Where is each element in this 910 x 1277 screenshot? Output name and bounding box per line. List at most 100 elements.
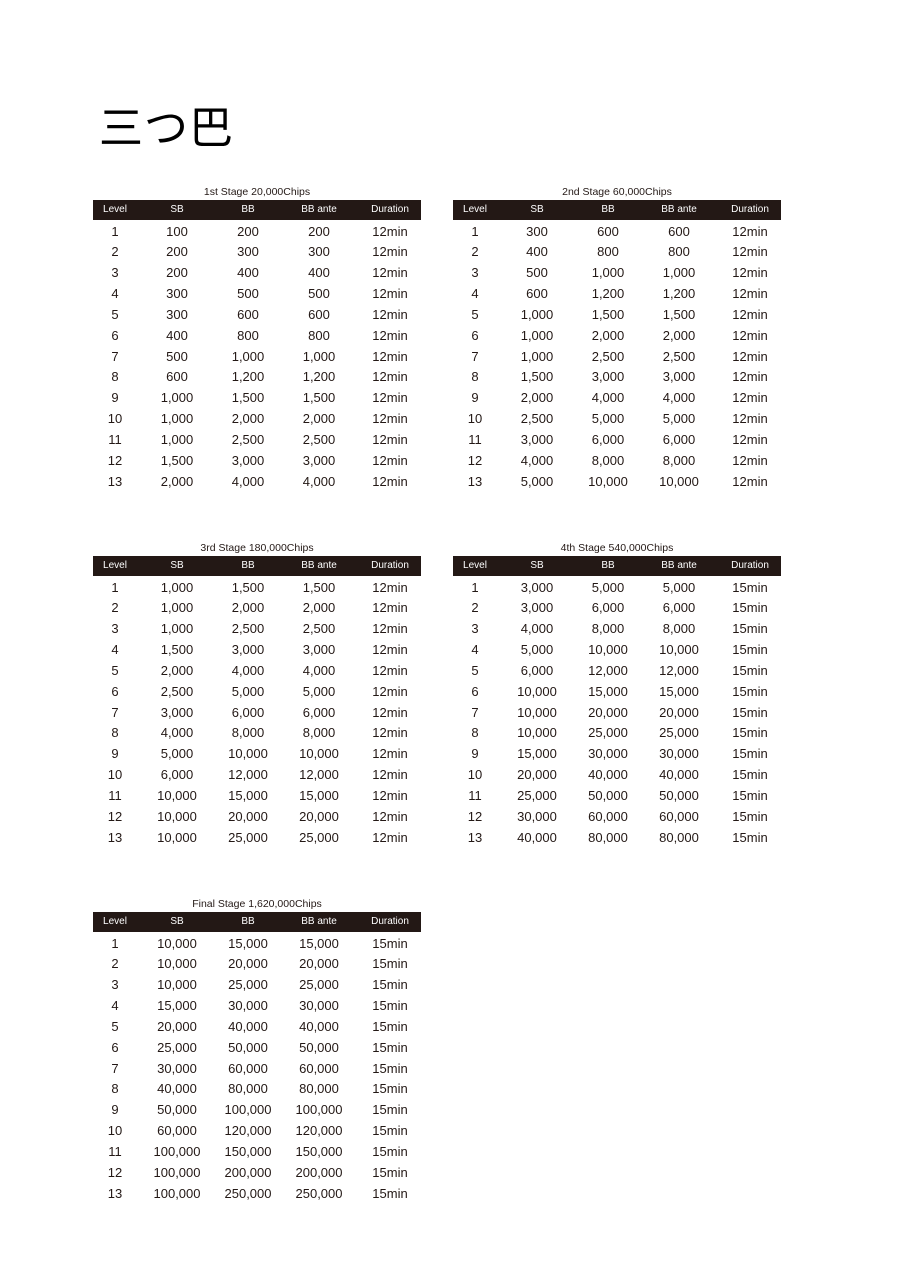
cell-bb: 400 [237, 265, 259, 281]
cell-duration: 12min [372, 327, 408, 343]
cell-bb: 1,500 [231, 579, 265, 595]
cell-level: 9 [111, 746, 119, 762]
cell-bb-ante: 1,000 [662, 265, 696, 281]
cell-duration: 12min [372, 704, 408, 720]
cell-duration: 12min [732, 327, 768, 343]
cell-duration: 12min [372, 683, 408, 699]
cell-bb-ante: 2,500 [302, 431, 336, 447]
column-header-sb: SB [170, 916, 184, 927]
cell-bb-ante: 2,000 [662, 327, 696, 343]
cell-sb: 20,000 [157, 1018, 197, 1034]
cell-duration: 15min [372, 935, 408, 951]
cell-sb: 10,000 [157, 829, 197, 845]
cell-level: 3 [471, 265, 479, 281]
cell-level: 7 [471, 704, 479, 720]
table-row: 3 10,000 25,000 25,000 15min [93, 975, 421, 996]
cell-bb: 4,000 [231, 473, 265, 489]
cell-sb: 300 [166, 306, 188, 322]
cell-level: 2 [471, 600, 479, 616]
cell-level: 5 [111, 662, 119, 678]
table-row: 12 100,000 200,000 200,000 15min [93, 1163, 421, 1184]
cell-bb-ante: 20,000 [659, 704, 699, 720]
stage-title: Final Stage 1,620,000Chips [192, 898, 322, 910]
cell-bb: 20,000 [588, 704, 628, 720]
cell-bb-ante: 40,000 [299, 1018, 339, 1034]
cell-duration: 12min [372, 265, 408, 281]
cell-level: 5 [471, 306, 479, 322]
cell-sb: 10,000 [517, 704, 557, 720]
cell-sb: 5,000 [520, 642, 554, 658]
cell-sb: 2,000 [160, 662, 194, 678]
table-row: 5 300 600 600 12min [93, 305, 421, 326]
table-row: 11 1,000 2,500 2,500 12min [93, 430, 421, 451]
cell-duration: 12min [372, 411, 408, 427]
cell-bb-ante: 80,000 [299, 1081, 339, 1097]
table-row: 3 1,000 2,500 2,500 12min [93, 619, 421, 640]
cell-bb-ante: 10,000 [659, 473, 699, 489]
cell-bb: 1,500 [231, 390, 265, 406]
table-row: 6 1,000 2,000 2,000 12min [453, 326, 781, 347]
cell-duration: 12min [372, 286, 408, 302]
cell-level: 12 [107, 1164, 123, 1180]
cell-level: 6 [111, 1039, 119, 1055]
cell-bb-ante: 12,000 [659, 662, 699, 678]
cell-bb-ante: 1,200 [662, 286, 696, 302]
column-header-level: Level [103, 204, 127, 215]
cell-bb-ante: 50,000 [299, 1039, 339, 1055]
table-row: 2 1,000 2,000 2,000 12min [93, 598, 421, 619]
column-header-sb: SB [170, 560, 184, 571]
cell-sb: 1,000 [520, 327, 554, 343]
stage-table-1st: 1st Stage 20,000Chips Level SB BB BB ante Dur… [93, 185, 421, 492]
cell-bb-ante: 10,000 [299, 746, 339, 762]
cell-bb: 50,000 [588, 787, 628, 803]
cell-duration: 12min [372, 431, 408, 447]
table-row: 1 300 600 600 12min [453, 222, 781, 243]
cell-duration: 15min [372, 1060, 408, 1076]
cell-duration: 12min [732, 390, 768, 406]
cell-bb-ante: 3,000 [302, 452, 336, 468]
cell-level: 3 [111, 265, 119, 281]
cell-level: 1 [111, 935, 119, 951]
cell-bb: 1,200 [231, 369, 265, 385]
cell-level: 2 [471, 244, 479, 260]
cell-bb-ante: 6,000 [662, 431, 696, 447]
cell-duration: 15min [372, 1164, 408, 1180]
table-row: 12 1,500 3,000 3,000 12min [93, 451, 421, 472]
cell-sb: 400 [166, 327, 188, 343]
table-row: 12 4,000 8,000 8,000 12min [453, 451, 781, 472]
cell-bb: 1,500 [591, 306, 625, 322]
cell-duration: 15min [732, 767, 768, 783]
column-header-duration: Duration [371, 916, 409, 927]
cell-bb-ante: 15,000 [299, 787, 339, 803]
cell-level: 1 [471, 223, 479, 239]
column-header-bb: BB [241, 204, 255, 215]
cell-level: 10 [467, 411, 483, 427]
cell-duration: 12min [372, 725, 408, 741]
cell-bb: 800 [597, 244, 619, 260]
cell-bb: 4,000 [231, 662, 265, 678]
cell-duration: 15min [372, 1039, 408, 1055]
cell-bb-ante: 150,000 [295, 1143, 343, 1159]
cell-bb-ante: 6,000 [302, 704, 336, 720]
table-row: 11 25,000 50,000 50,000 15min [453, 786, 781, 807]
cell-bb: 300 [237, 244, 259, 260]
table-row: 4 300 500 500 12min [93, 284, 421, 305]
table-row: 4 15,000 30,000 30,000 15min [93, 996, 421, 1017]
cell-level: 13 [107, 1185, 123, 1201]
column-header-bb-ante: BB ante [301, 204, 337, 215]
cell-bb: 2,000 [591, 327, 625, 343]
cell-sb: 10,000 [157, 935, 197, 951]
table-row: 7 500 1,000 1,000 12min [93, 347, 421, 368]
column-header-bb-ante: BB ante [301, 560, 337, 571]
cell-sb: 600 [526, 286, 548, 302]
cell-bb-ante: 5,000 [662, 579, 696, 595]
cell-level: 12 [467, 808, 483, 824]
cell-level: 8 [111, 725, 119, 741]
cell-duration: 12min [732, 411, 768, 427]
cell-level: 1 [111, 579, 119, 595]
cell-duration: 15min [372, 1123, 408, 1139]
cell-level: 10 [107, 767, 123, 783]
cell-sb: 1,000 [160, 390, 194, 406]
document-title: 三つ巴 [99, 103, 234, 154]
cell-bb-ante: 1,000 [302, 348, 336, 364]
